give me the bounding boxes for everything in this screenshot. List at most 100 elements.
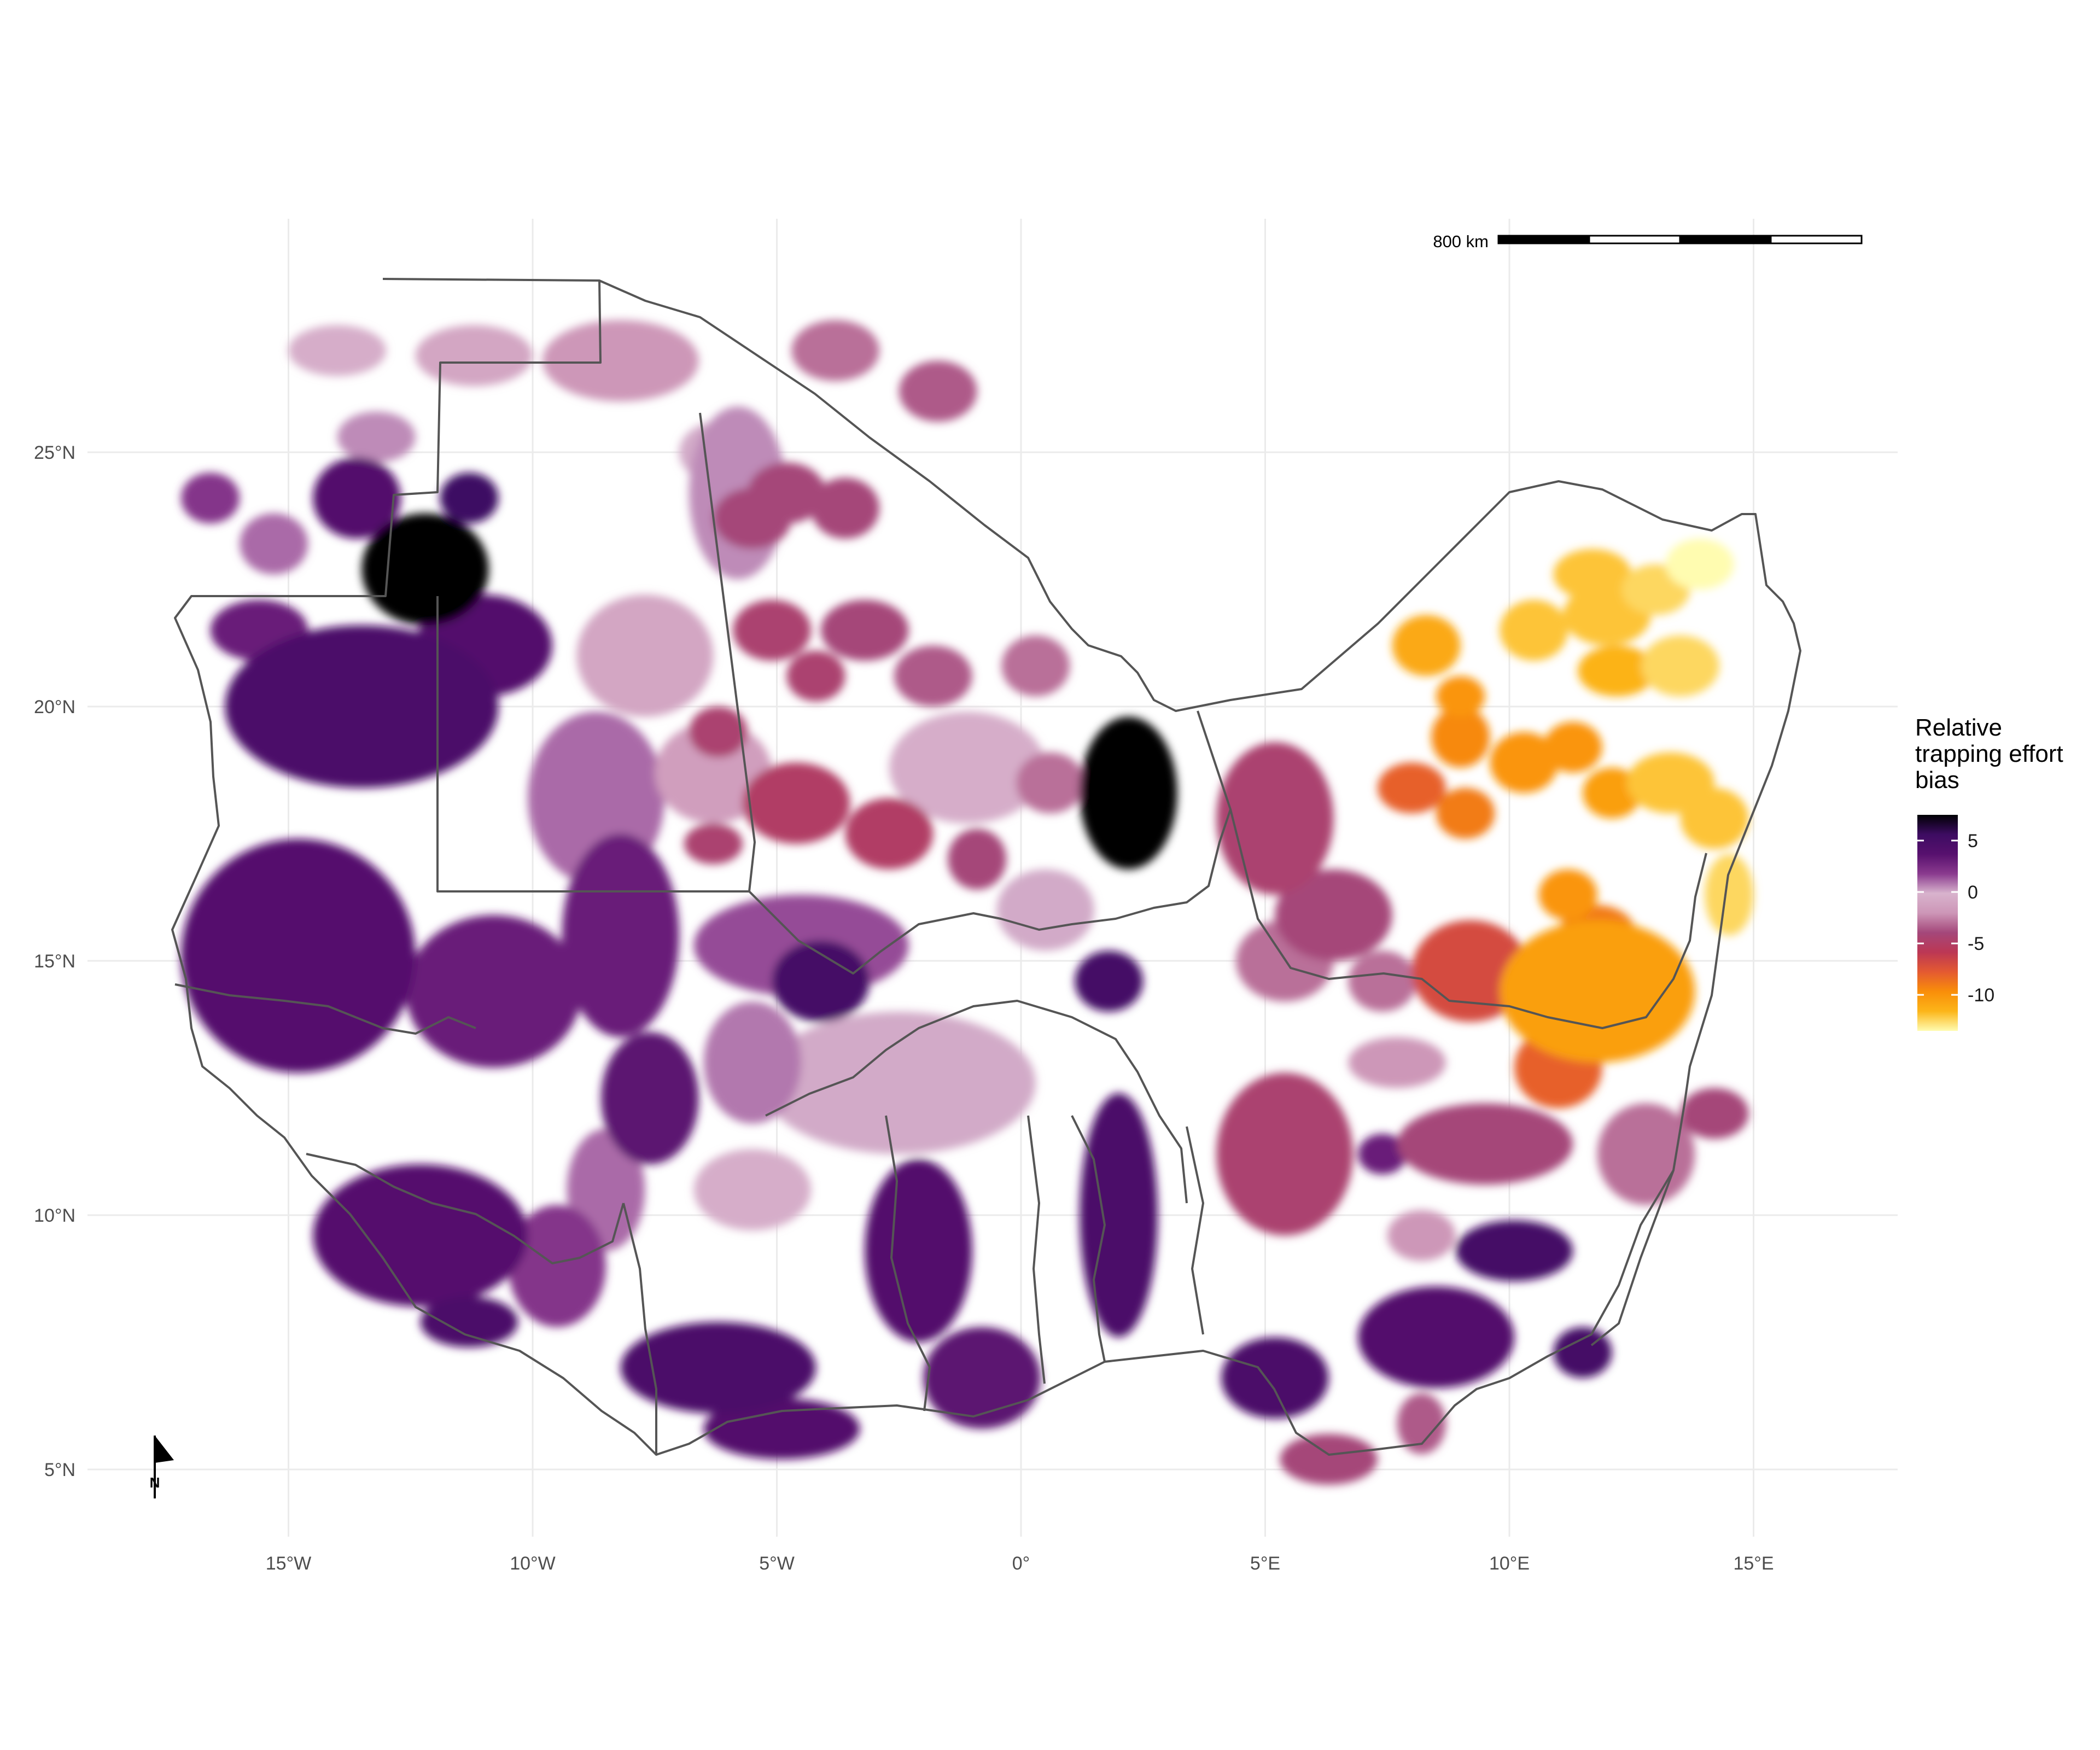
bias-cell [1348,1037,1446,1088]
bias-cell [689,707,748,757]
bias-cell [1597,1103,1695,1205]
bias-cell [1387,1210,1456,1261]
bias-cell [1080,1093,1158,1338]
bias-cell [1680,1088,1749,1139]
bias-cell [684,823,743,865]
bias-cell [405,915,582,1068]
bias-cell [420,1296,518,1348]
cameroon-border [1590,1170,1675,1346]
lon-tick-label: 10°W [510,1553,556,1574]
legend-title-line: Relative [1915,714,2002,741]
bias-cell [313,1164,528,1307]
scale-bar-label: 800 km [1433,232,1489,251]
bias-cell [361,513,489,626]
bias-cell [703,1001,802,1124]
bias-cell [508,1205,606,1327]
bias-cell [601,1032,699,1164]
burkina-border [765,1000,1188,1204]
bias-cell [288,325,387,376]
bias-cell [1705,854,1754,936]
bias-raster [181,320,1754,1485]
bias-cell [1216,1072,1354,1236]
bias-cell [1397,1393,1446,1455]
bias-cell [865,1159,972,1343]
niger-border [1229,809,1707,1029]
legend-title-line: trapping effort [1915,740,2063,767]
guinea-border [306,1153,625,1264]
nigeria-border [1186,1126,1204,1335]
bias-cell [948,829,1007,890]
legend-tick-label: 5 [1968,831,1978,851]
bias-cell [703,1398,860,1460]
north-arrow: N [150,1436,174,1498]
bias-cell [1500,599,1568,661]
bias-cell [562,833,679,1037]
legend-tick-label: -5 [1968,934,1984,954]
bias-cell [820,599,909,661]
country-borders [171,278,1801,1456]
bias-cell [1455,1220,1573,1281]
bias-cell [337,411,416,463]
lon-tick-label: 15°E [1733,1553,1774,1574]
bias-cell [576,594,714,717]
scale-bar-segment [1588,235,1681,244]
bias-cell [1543,721,1602,773]
north-arrow-icon [155,1436,174,1463]
lon-tick-label: 5°E [1250,1553,1280,1574]
bias-cell [1221,1337,1329,1419]
bias-cell [1080,716,1177,870]
scale-bar-segment [1679,235,1772,244]
axis-labels: 15°W 10°W 5°W 0° 5°E 10°E 15°E 25°N 20°N 15°N 10°N… [34,442,1774,1574]
bias-cell [762,1012,1036,1154]
lat-tick-label: 15°N [34,951,75,972]
bias-cell [742,762,850,844]
bias-cell [1280,1433,1378,1485]
mauritania-border [436,412,756,892]
bias-cell [542,320,699,401]
bias-cell [1216,742,1334,895]
bias-cell [1538,869,1597,920]
bias-cell [894,645,972,707]
ghana-border [885,1115,931,1411]
togo-border [1027,1115,1046,1384]
bias-cell [772,940,870,1022]
scale-bar-segment [1497,235,1590,244]
bias-cell [791,320,880,381]
bias-cell [415,325,533,387]
bias-cell [1431,707,1490,768]
bias-cell [1358,1286,1514,1389]
lon-tick-label: 10°E [1489,1553,1530,1574]
bias-cell [440,472,499,524]
west-africa-coastline [171,278,1801,1456]
bias-cell [181,472,240,524]
bias-cell [1411,920,1529,1022]
bias-cell [1001,635,1070,697]
legend: Relative trapping effort bias 5 0 -5 -10 [1915,714,2063,1031]
bias-cell [889,711,1046,824]
bias-cell [1436,676,1485,717]
legend-ticks: 5 0 -5 -10 [1917,831,1994,1006]
lat-tick-label: 25°N [34,442,75,463]
bias-cell [181,838,416,1073]
bias-cell [1680,788,1749,849]
mali-border [748,710,1232,975]
bias-cell [313,457,401,539]
north-arrow-label: N [150,1474,160,1491]
bias-cell [1665,539,1734,590]
senegal-border [174,983,476,1035]
bias-cell [1016,752,1085,814]
bias-cell [1075,950,1144,1012]
bias-cell [1553,549,1632,600]
bias-cell [786,650,845,702]
bias-cell [923,1327,1041,1429]
legend-title-line: bias [1915,767,1959,794]
bias-cell [1275,869,1392,961]
bias-cell [1377,762,1446,814]
bias-cell [733,599,812,661]
bias-cell [240,513,308,575]
legend-tick-label: -10 [1968,985,1994,1006]
bias-cell [1500,920,1695,1063]
bias-cell [693,1149,812,1230]
scale-bar: 800 km [1433,232,1863,251]
